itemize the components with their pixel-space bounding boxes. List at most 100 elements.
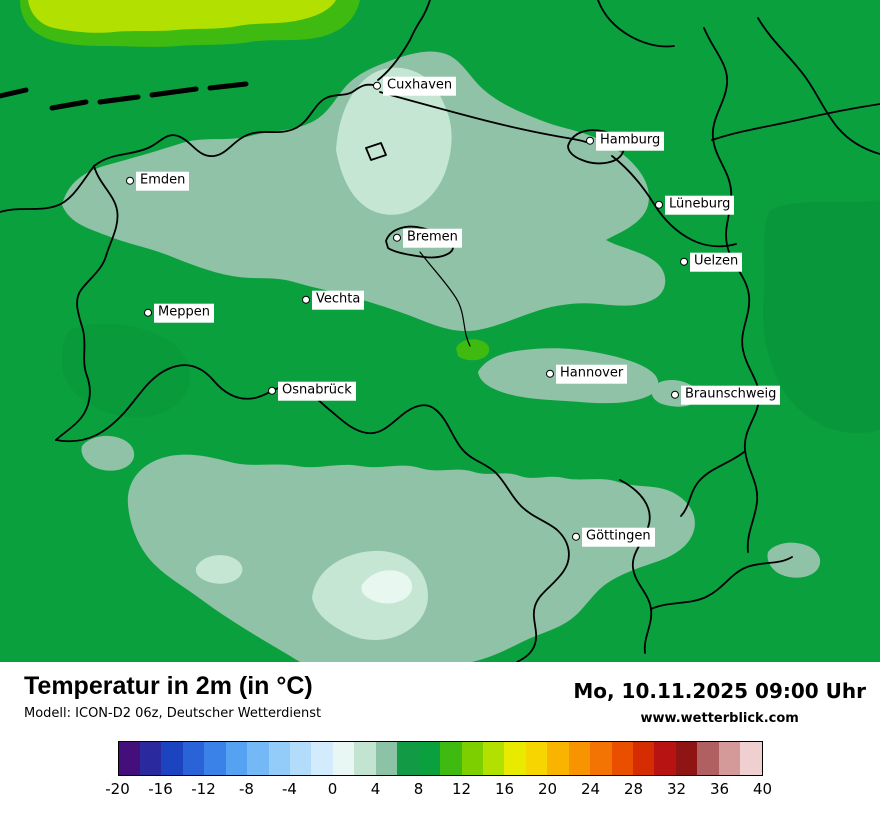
page-title: Temperatur in 2m (in °C) [24, 672, 313, 700]
bright-patch-center [456, 339, 490, 361]
legend-segment [568, 742, 591, 775]
legend-segment [118, 742, 140, 775]
legend-tick: -20 [105, 780, 130, 798]
city-marker: Osnabrück [268, 381, 356, 401]
cool-region-south [127, 454, 695, 662]
footer: Temperatur in 2m (in °C) Modell: ICON-D2… [0, 662, 880, 830]
city-label: Braunschweig [681, 385, 781, 405]
city-dot-icon [144, 309, 152, 317]
schleswig-border-center [597, 0, 675, 48]
city-dot-icon [655, 201, 663, 209]
legend-tick: 8 [413, 780, 424, 798]
city-label: Osnabrück [278, 381, 356, 401]
city-label: Uelzen [690, 252, 743, 272]
island-2 [49, 99, 89, 111]
city-marker: Bremen [393, 228, 462, 248]
legend-segment [482, 742, 505, 775]
city-dot-icon [393, 234, 401, 242]
island-5 [207, 81, 249, 91]
city-marker: Cuxhaven [373, 76, 457, 96]
schleswig-border-east [757, 17, 880, 155]
south-east-border [650, 556, 793, 610]
legend-segment [290, 742, 312, 775]
map-graphic [0, 0, 880, 662]
city-marker: Uelzen [680, 252, 743, 272]
island-1 [0, 87, 29, 99]
legend-segment [225, 742, 248, 775]
nrw-border [55, 364, 557, 530]
islands [0, 81, 249, 111]
city-label: Bremen [403, 228, 462, 248]
city-label: Lüneburg [665, 195, 735, 215]
dutch-border [55, 165, 119, 441]
city-dot-icon [572, 533, 580, 541]
legend-segment [504, 742, 526, 775]
city-label: Cuxhaven [383, 76, 457, 96]
legend-segment [654, 742, 676, 775]
legend-tick: 12 [451, 780, 472, 798]
hamburg-border [567, 129, 625, 165]
legend-segment [354, 742, 376, 775]
footer-right: Mo, 10.11.2025 09:00 Uhr www.wetterblick… [573, 672, 866, 726]
city-dot-icon [268, 387, 276, 395]
city-marker: Vechta [302, 290, 365, 310]
map-dark-region-west [62, 323, 191, 418]
map-dark-region-east [763, 200, 880, 434]
city-label: Hamburg [596, 131, 665, 151]
legend-segment [418, 742, 441, 775]
legend-tick: 28 [623, 780, 644, 798]
bremerhaven-border [365, 142, 387, 161]
elbe-estuary-north [377, 0, 431, 81]
hessen-border [516, 528, 570, 662]
ems-dollart-border [0, 165, 95, 213]
city-dot-icon [546, 370, 554, 378]
model-info: Modell: ICON-D2 06z, Deutscher Wetterdie… [24, 705, 322, 721]
legend-tick-labels: -20 -16 -12 -8 -4 0 4 8 12 16 20 24 28 32 36 40 [105, 780, 772, 802]
legend-segment [547, 742, 569, 775]
legend-segment [461, 742, 483, 775]
city-dot-icon [680, 258, 688, 266]
city-dot-icon [586, 137, 594, 145]
legend-segment [740, 742, 762, 775]
city-label: Vechta [312, 290, 365, 310]
city-marker: Braunschweig [671, 385, 781, 405]
legend-segment [332, 742, 355, 775]
cool-patch-southeast [767, 542, 821, 578]
legend-tick: -12 [191, 780, 216, 798]
city-label: Hannover [556, 364, 628, 384]
legend-segment [633, 742, 655, 775]
city-marker: Hannover [546, 364, 628, 384]
legend-segment [161, 742, 183, 775]
legend-tick: 32 [666, 780, 687, 798]
city-marker: Göttingen [572, 527, 655, 547]
legend-segment [697, 742, 719, 775]
legend-tick: -4 [282, 780, 297, 798]
legend-segment [247, 742, 269, 775]
legend-segment [268, 742, 290, 775]
weser-river [419, 251, 471, 347]
legend-tick: 36 [709, 780, 730, 798]
legend-segment [375, 742, 398, 775]
island-3 [97, 94, 141, 105]
map: Cuxhaven Hamburg Emden Lüneburg Bremen Uelzen… [0, 0, 880, 662]
sachsen-anhalt-border [703, 27, 760, 553]
city-marker: Meppen [144, 303, 214, 323]
pale-region-south [361, 570, 413, 604]
legend-segment [139, 742, 162, 775]
footer-left: Temperatur in 2m (in °C) Modell: ICON-D2… [24, 672, 321, 721]
legend-tick: 24 [580, 780, 601, 798]
mecklenburg-border [711, 103, 880, 141]
legend-segment [182, 742, 205, 775]
legend-segment [590, 742, 612, 775]
city-label: Emden [136, 171, 190, 191]
cool-patch-southwest [81, 435, 135, 471]
city-marker: Emden [126, 171, 190, 191]
city-dot-icon [373, 82, 381, 90]
city-marker: Hamburg [586, 131, 665, 151]
website-link: www.wetterblick.com [640, 711, 799, 726]
coastline [93, 83, 375, 167]
legend-segment [675, 742, 698, 775]
island-4 [149, 86, 199, 98]
legend-tick: -16 [148, 780, 173, 798]
legend-tick: 20 [537, 780, 558, 798]
